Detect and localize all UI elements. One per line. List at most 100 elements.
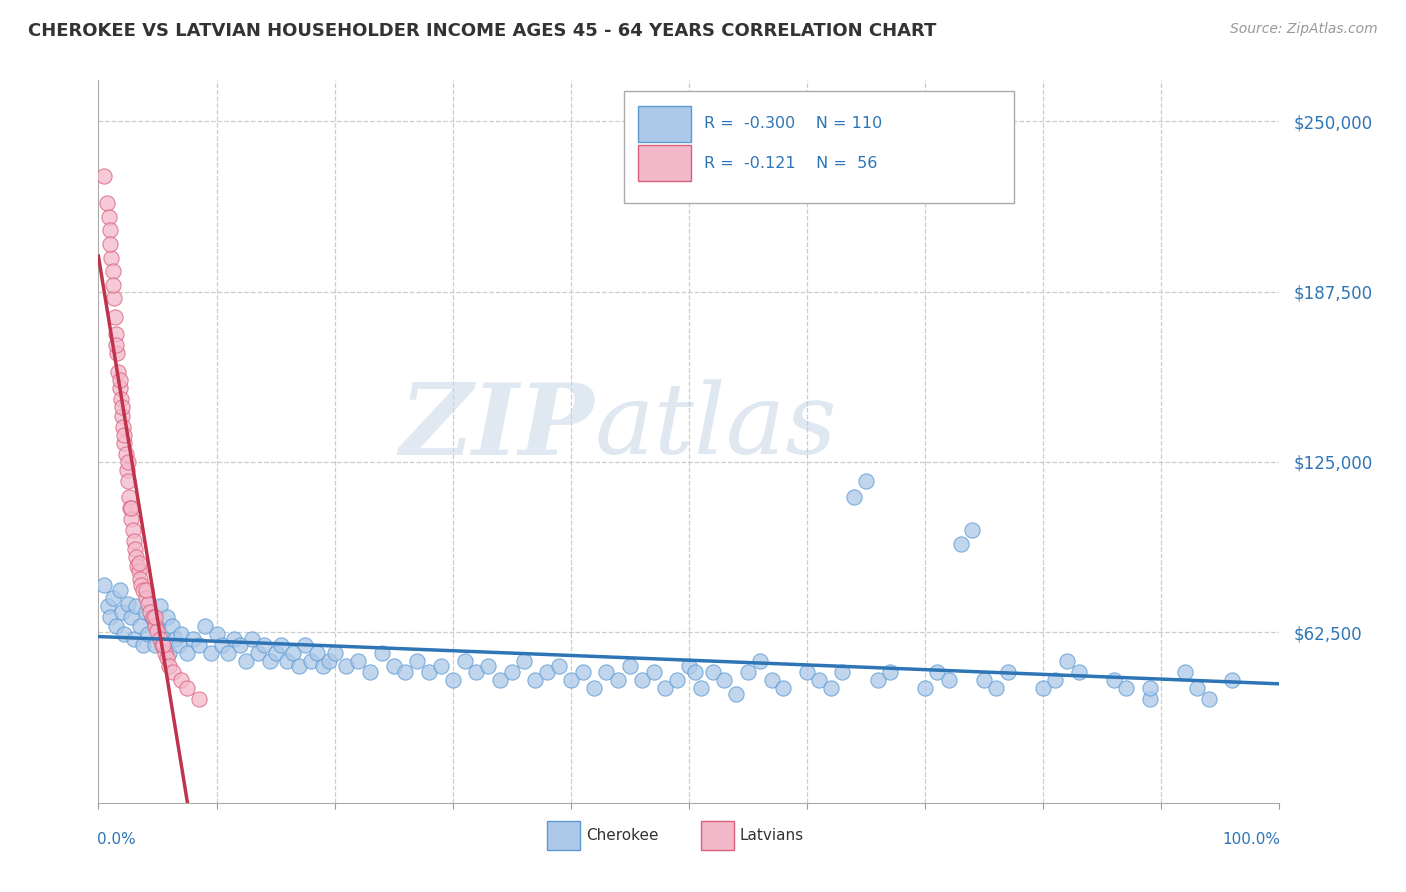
Point bbox=[259, 654, 281, 668]
Point bbox=[165, 632, 187, 647]
Point bbox=[112, 436, 135, 450]
Point bbox=[135, 605, 157, 619]
Text: CHEROKEE VS LATVIAN HOUSEHOLDER INCOME AGES 45 - 64 YEARS CORRELATION CHART: CHEROKEE VS LATVIAN HOUSEHOLDER INCOME A… bbox=[28, 22, 936, 40]
Text: R =  -0.300    N = 110: R = -0.300 N = 110 bbox=[704, 116, 883, 131]
Point bbox=[128, 572, 150, 586]
Point bbox=[93, 577, 115, 591]
Point bbox=[253, 638, 276, 652]
Point bbox=[121, 512, 143, 526]
Point bbox=[118, 491, 141, 505]
Point bbox=[359, 665, 381, 679]
Point bbox=[97, 599, 120, 614]
Point bbox=[962, 523, 984, 537]
Point bbox=[820, 681, 842, 696]
Point bbox=[264, 646, 287, 660]
Point bbox=[98, 223, 121, 237]
Point bbox=[149, 632, 172, 647]
Point bbox=[112, 427, 135, 442]
Point bbox=[217, 646, 239, 660]
Point bbox=[914, 681, 936, 696]
Point bbox=[299, 654, 322, 668]
Point bbox=[583, 681, 606, 696]
Point bbox=[796, 665, 818, 679]
Point bbox=[305, 646, 328, 660]
FancyBboxPatch shape bbox=[700, 821, 734, 850]
Point bbox=[831, 665, 853, 679]
Point bbox=[571, 665, 593, 679]
Point bbox=[312, 659, 335, 673]
Point bbox=[105, 618, 128, 632]
Point bbox=[925, 665, 948, 679]
Point bbox=[1043, 673, 1066, 687]
Point bbox=[105, 337, 128, 351]
Point bbox=[129, 577, 152, 591]
Point bbox=[984, 681, 1007, 696]
Point bbox=[1174, 665, 1197, 679]
Point bbox=[136, 626, 159, 640]
Point bbox=[1139, 692, 1161, 706]
Point bbox=[524, 673, 547, 687]
Point bbox=[347, 654, 370, 668]
Point bbox=[1067, 665, 1090, 679]
Point bbox=[98, 210, 121, 224]
Point bbox=[224, 632, 246, 647]
Point bbox=[98, 610, 121, 624]
Point bbox=[181, 632, 204, 647]
Point bbox=[1139, 681, 1161, 696]
Point bbox=[143, 638, 166, 652]
Point bbox=[132, 638, 155, 652]
Point bbox=[465, 665, 488, 679]
Point bbox=[127, 558, 149, 573]
Point bbox=[187, 638, 209, 652]
Point bbox=[418, 665, 440, 679]
Text: 0.0%: 0.0% bbox=[97, 831, 136, 847]
Point bbox=[93, 169, 115, 183]
Point bbox=[194, 618, 217, 632]
Point bbox=[107, 365, 129, 379]
Point bbox=[997, 665, 1019, 679]
Point bbox=[394, 665, 416, 679]
Point bbox=[141, 610, 163, 624]
Point bbox=[96, 196, 118, 211]
Point bbox=[748, 654, 770, 668]
Point bbox=[323, 646, 346, 660]
Point bbox=[560, 673, 582, 687]
Point bbox=[866, 673, 889, 687]
Point bbox=[1198, 692, 1220, 706]
Point bbox=[335, 659, 357, 673]
Point bbox=[240, 632, 263, 647]
Point bbox=[235, 654, 257, 668]
Point bbox=[105, 346, 128, 360]
Point bbox=[162, 665, 184, 679]
Point bbox=[294, 638, 316, 652]
Point bbox=[152, 632, 174, 647]
Point bbox=[1115, 681, 1137, 696]
Point bbox=[117, 597, 139, 611]
Point bbox=[98, 236, 121, 251]
Point bbox=[1032, 681, 1054, 696]
Point bbox=[156, 610, 179, 624]
Point bbox=[1056, 654, 1078, 668]
Point bbox=[101, 591, 124, 606]
FancyBboxPatch shape bbox=[547, 821, 581, 850]
Point bbox=[453, 654, 475, 668]
Point bbox=[121, 610, 143, 624]
FancyBboxPatch shape bbox=[638, 145, 692, 181]
Point bbox=[136, 597, 159, 611]
Point bbox=[153, 646, 176, 660]
Point bbox=[111, 605, 134, 619]
Point bbox=[949, 537, 972, 551]
Point bbox=[288, 659, 311, 673]
Point bbox=[1102, 673, 1125, 687]
Point bbox=[143, 618, 166, 632]
Point bbox=[112, 626, 135, 640]
Point bbox=[276, 654, 298, 668]
Point bbox=[104, 310, 127, 325]
Point bbox=[441, 673, 464, 687]
Point bbox=[270, 638, 292, 652]
Point bbox=[128, 564, 150, 578]
Point bbox=[501, 665, 523, 679]
Point bbox=[135, 583, 157, 598]
Text: atlas: atlas bbox=[595, 379, 837, 475]
Point bbox=[607, 673, 630, 687]
